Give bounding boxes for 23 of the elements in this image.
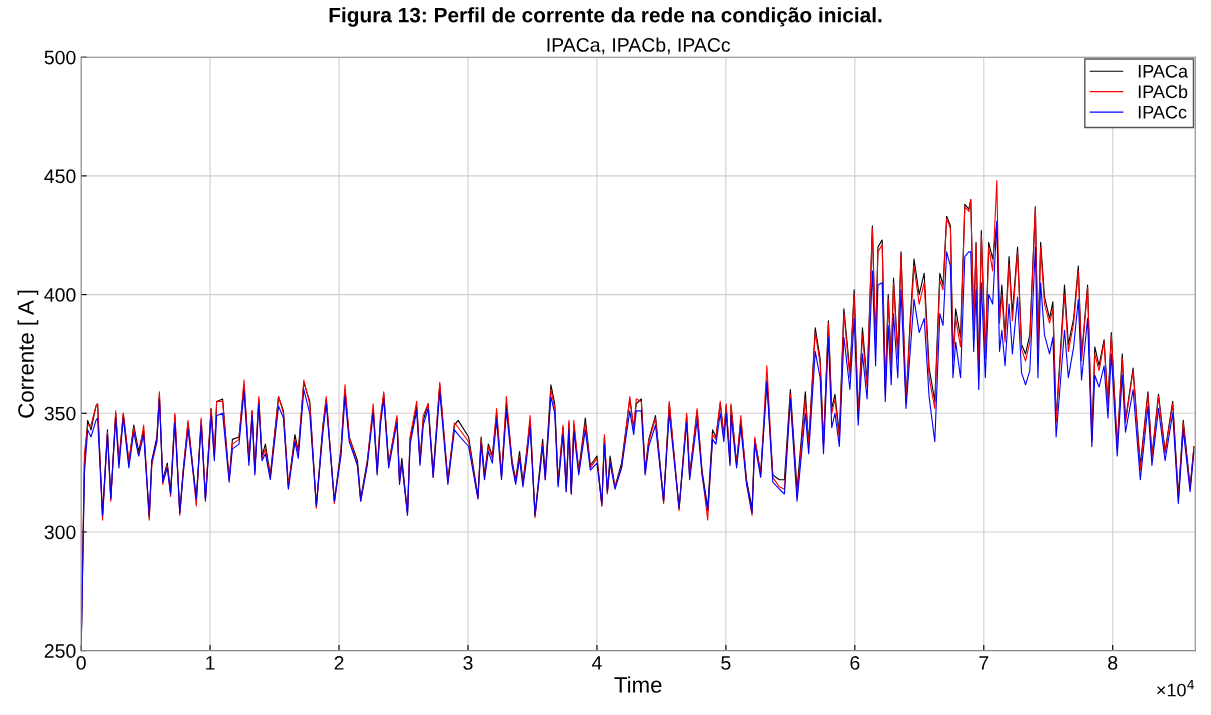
x-tick-label: 3	[463, 656, 473, 670]
x-tick-label: 7	[979, 656, 989, 670]
x-tick-label: 8	[1108, 656, 1118, 670]
y-tick-label: 300	[44, 525, 76, 540]
y-tick-label: 250	[44, 644, 76, 658]
x-tick-label: 4	[591, 656, 602, 670]
legend-label: IPACa	[1138, 64, 1189, 78]
y-tick-label: 350	[44, 406, 76, 421]
x-tick-label: 1	[206, 656, 215, 670]
chart-subtitle: IPACa, IPACb, IPACc	[547, 37, 731, 55]
text: ×10$^{4}$	[1157, 680, 1195, 697]
x-tick-label: 2	[334, 656, 344, 670]
y-tick-label: 400	[44, 288, 76, 302]
y-tick-label: 500	[44, 50, 76, 65]
legend-label: IPACc	[1138, 105, 1187, 119]
x-tick-label: 5	[721, 656, 731, 670]
x-tick-label: 0	[76, 656, 86, 670]
x-axis-title: Time	[614, 676, 662, 693]
y-tick-label: 450	[44, 169, 76, 184]
chart-title: Figura 13: Perfil de corrente da rede na condição inicial.	[329, 7, 882, 27]
legend-label: IPACb	[1138, 84, 1188, 99]
x-tick-label: 6	[850, 656, 860, 670]
y-axis-title: Corrente [ A ]	[17, 290, 39, 418]
